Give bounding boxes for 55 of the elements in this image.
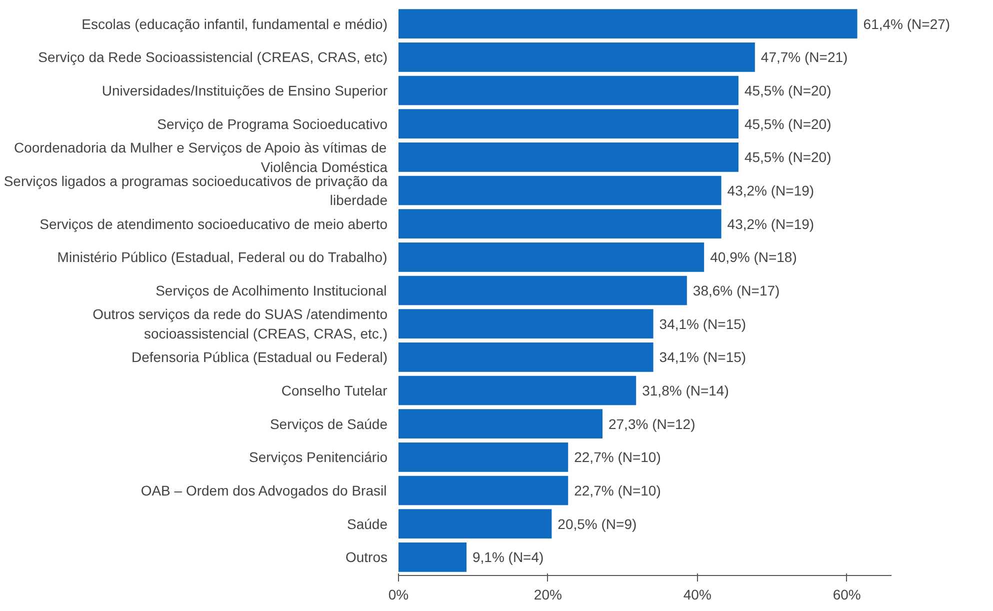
bar <box>398 42 755 72</box>
bar <box>398 276 687 306</box>
data-label: 27,3% (N=12) <box>608 416 696 432</box>
bar <box>398 376 636 406</box>
data-label: 31,8% (N=14) <box>642 382 729 398</box>
data-label: 22,7% (N=10) <box>574 449 661 466</box>
data-label: 47,7% (N=21) <box>760 49 848 66</box>
y-tick-label: OAB – Ordem dos Advogados do Brasil <box>140 482 387 498</box>
bar <box>398 109 738 138</box>
y-tick-label: Ministério Público (Estadual, Federal ou do Trabalho) <box>57 249 388 266</box>
bar <box>398 542 466 572</box>
bar <box>398 442 568 472</box>
y-tick-label: Universidades/Instituições de Ensino Superior <box>102 82 388 98</box>
data-label: 22,7% (N=10) <box>574 482 661 498</box>
data-label: 45,5% (N=20) <box>744 82 832 98</box>
bar <box>398 76 738 106</box>
data-label: 34,1% (N=15) <box>659 349 746 366</box>
y-tick-label: Serviços Penitenciário <box>248 449 388 466</box>
bar <box>398 342 654 372</box>
x-tick-label: 60% <box>832 586 861 602</box>
data-label: 34,1% (N=15) <box>659 316 746 332</box>
data-label: 9,1% (N=4) <box>472 549 544 566</box>
y-tick-label: Coordenadoria da Mulher e Serviços de Apoio às vítimas de Violência Doméstica <box>14 140 388 175</box>
bar <box>398 509 552 538</box>
x-tick-label: 40% <box>683 586 712 602</box>
bar <box>398 209 722 238</box>
bar <box>398 309 654 338</box>
data-label: 40,9% (N=18) <box>710 249 797 266</box>
y-tick-label: Serviço de Programa Socioeducativo <box>157 116 388 132</box>
data-label: 45,5% (N=20) <box>744 149 832 166</box>
y-tick-label: Serviços de Acolhimento Institucional <box>156 282 387 298</box>
data-label: 20,5% (N=9) <box>558 516 637 532</box>
data-label: 38,6% (N=17) <box>692 282 780 298</box>
data-label: 61,4% (N=27) <box>863 16 950 32</box>
y-tick-label: Conselho Tutelar <box>281 382 388 398</box>
bar <box>398 9 858 38</box>
y-tick-label: Outros serviços da rede do SUAS /atendimento socioassistencial (CREAS, CRAS, etc.) <box>92 306 388 342</box>
y-tick-label: Escolas (educação infantil, fundamental e médio) <box>82 16 388 32</box>
y-tick-label: Serviços de atendimento socioeducativo de meio aberto <box>40 216 388 232</box>
bar <box>398 409 602 438</box>
bar <box>398 242 704 272</box>
data-label: 43,2% (N=19) <box>727 216 814 232</box>
x-tick-label: 20% <box>534 586 562 602</box>
y-tick-label: Serviços ligados a programas socioeducativos de privação da liberdade <box>4 172 388 208</box>
y-tick-label: Defensoria Pública (Estadual ou Federal) <box>131 349 388 366</box>
y-tick-label: Saúde <box>347 516 388 532</box>
y-tick-label: Serviços de Saúde <box>270 416 388 432</box>
data-label: 45,5% (N=20) <box>744 116 832 132</box>
x-tick-label: 0% <box>388 586 409 602</box>
y-tick-label: Outros <box>345 549 388 566</box>
bar <box>398 142 738 172</box>
y-tick-label: Serviço da Rede Socioassistencial (CREAS, CRAS, etc) <box>38 49 388 66</box>
bar <box>398 176 722 206</box>
bar <box>398 476 568 506</box>
data-label: 43,2% (N=19) <box>727 182 814 198</box>
